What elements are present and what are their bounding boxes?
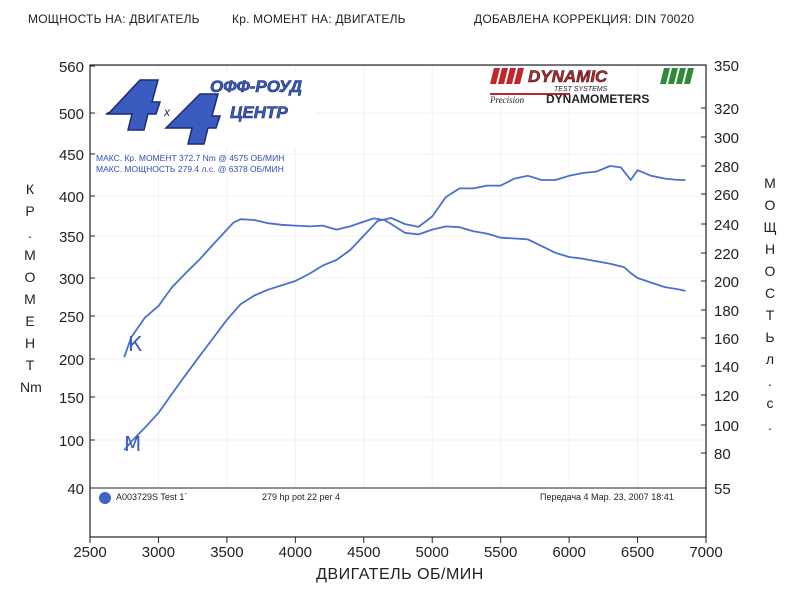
y-right-tick-label: 100: [714, 418, 739, 435]
x-tick-label: 5000: [416, 544, 449, 561]
y-left-tick-label: 400: [59, 189, 84, 206]
dynamic-dynamometers-logo: DYNAMIC TEST SYSTEMS Precision DYNAMOMET…: [489, 67, 694, 106]
y-right-title-char: Т: [765, 307, 775, 323]
y-right-title-char: Щ: [763, 219, 777, 235]
y-left-title: К Р. М О М Е Н Т Nm: [20, 178, 42, 398]
y-right-title-char: л: [765, 351, 775, 367]
y-left-title-char: Т: [25, 357, 35, 373]
y-right-tick-label: 280: [714, 159, 739, 176]
y-left-tick-label: 250: [59, 309, 84, 326]
footer-note: 279 hp pot 22 per 4: [262, 492, 341, 502]
y-right-title-char: О: [764, 263, 776, 279]
logo-brand: DYNAMIC: [528, 67, 608, 86]
y-right-title-char: С: [764, 285, 776, 301]
x-axis-title: ДВИГАТЕЛЬ ОБ/МИН: [316, 566, 484, 583]
x-tick-label: 3000: [142, 544, 175, 561]
max-torque-text: МАКС. Кр. МОМЕНТ 372.7 Nm @ 4575 ОБ/МИН: [96, 153, 285, 163]
y-right-tick-label: 140: [714, 359, 739, 376]
x-tick-label: 5500: [484, 544, 517, 561]
y-right-tick-label: 300: [714, 130, 739, 147]
y-left-tick-label: 450: [59, 147, 84, 164]
y-left-title-char: Nm: [20, 379, 42, 395]
footer-date: Передача 4 Мар. 23, 2007 18:41: [540, 492, 674, 502]
offroad-center-logo: x ОФФ-РОУД ЦЕНТР: [100, 72, 315, 148]
logo-precision: Precision: [489, 95, 525, 105]
y-right-tick-label: 180: [714, 303, 739, 320]
y-right-tick-label: 260: [714, 187, 739, 204]
y-right-title-char: М: [764, 175, 776, 191]
y-left-title-char: .: [28, 225, 32, 241]
header-power-on: МОЩНОСТЬ НА: ДВИГАТЕЛЬ: [28, 12, 200, 26]
y-left-title-char: М: [24, 291, 36, 307]
y-right-title-char: .: [768, 373, 772, 389]
logo-sub: TEST SYSTEMS: [554, 86, 608, 93]
y-left-title-char: О: [24, 269, 36, 285]
max-power-text: МАКС. МОЩНОСТЬ 279.4 л.с. @ 6378 ОБ/МИН: [96, 164, 284, 174]
y-left-title-char: Н: [24, 335, 36, 351]
x-tick-label: 4000: [279, 544, 312, 561]
y-left-tick-label: 40: [67, 481, 84, 498]
y-right-title-char: .: [768, 417, 772, 433]
y-right-tick-label: 55: [714, 481, 731, 498]
y-right-title-char: Н: [764, 241, 776, 257]
y-left-tick-label: 100: [59, 433, 84, 450]
y-left-tick-label: 500: [59, 106, 84, 123]
header-correction: ДОБАВЛЕНА КОРРЕКЦИЯ: DIN 70020: [474, 12, 695, 26]
y-right-tick-label: 120: [714, 388, 739, 405]
power-curve-marker: М: [124, 432, 142, 456]
y-left-tick-label: 350: [59, 229, 84, 246]
y-right-title-char: О: [764, 197, 776, 213]
logo-product: DYNAMOMETERS: [546, 92, 649, 106]
x-tick-label: 6000: [552, 544, 585, 561]
y-left-tick-label: 300: [59, 271, 84, 288]
y-left-title-char: Р: [25, 203, 35, 219]
footer-run-id: A003729S Test 1`: [116, 492, 188, 502]
y-left-title-char: Е: [25, 313, 35, 329]
y-right-tick-label: 160: [714, 331, 739, 348]
max-info: МАКС. Кр. МОМЕНТ 372.7 Nm @ 4575 ОБ/МИН …: [96, 153, 284, 175]
y-left-tick-label: 150: [59, 390, 84, 407]
x-tick-label: 6500: [621, 544, 654, 561]
torque-series-line: [123, 217, 686, 358]
y-right-tick-label: 220: [714, 246, 739, 263]
y-left-title-char: К: [25, 181, 35, 197]
y-right-tick-label: 80: [714, 446, 731, 463]
header-torque-on: Кр. МОМЕНТ НА: ДВИГАТЕЛЬ: [232, 12, 406, 26]
x-tick-label: 2500: [73, 544, 106, 561]
run-marker-dot: [99, 492, 111, 504]
y-right-tick-label: 320: [714, 101, 739, 118]
x-tick-label: 3500: [210, 544, 243, 561]
y-right-tick-label: 350: [714, 58, 739, 75]
y-right-tick-label: 240: [714, 217, 739, 234]
torque-curve-marker: К: [128, 332, 143, 356]
logo-text-bottom: ЦЕНТР: [230, 103, 288, 122]
logo-cross-mark: x: [163, 105, 171, 119]
power-series-line: [123, 165, 686, 451]
y-right-tick-label: 200: [714, 274, 739, 291]
y-left-title-char: М: [24, 247, 36, 263]
x-tick-label: 4500: [347, 544, 380, 561]
x-tick-label: 7000: [689, 544, 722, 561]
logo-text-top: ОФФ-РОУД: [210, 77, 302, 96]
y-left-tick-label: 200: [59, 352, 84, 369]
y-right-title-char: Ь: [765, 329, 775, 345]
y-right-title-char: с: [766, 395, 774, 411]
y-left-tick-label: 560: [59, 59, 84, 76]
